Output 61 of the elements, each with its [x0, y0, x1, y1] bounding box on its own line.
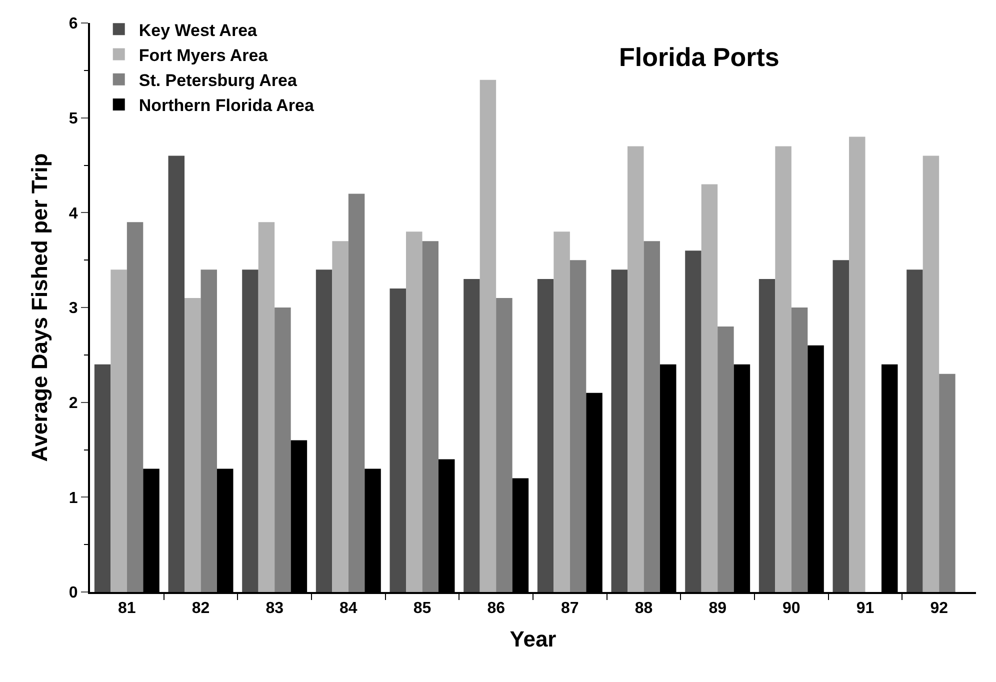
x-tick-label: 83 — [266, 600, 284, 618]
bar — [496, 298, 512, 592]
x-tick-label: 92 — [930, 600, 948, 618]
x-tick-label: 87 — [561, 600, 579, 618]
legend-label: Northern Florida Area — [138, 96, 314, 116]
bar — [200, 270, 217, 592]
bar — [718, 326, 734, 592]
bar — [775, 146, 792, 592]
bar — [554, 232, 570, 592]
bar — [464, 279, 480, 592]
x-tick-label: 91 — [856, 600, 874, 618]
x-tick-label: 84 — [340, 600, 358, 618]
bar — [849, 136, 866, 592]
bar — [644, 241, 660, 592]
bar — [316, 270, 332, 592]
bar — [110, 270, 127, 592]
bar — [332, 241, 348, 592]
bar — [184, 298, 201, 592]
y-tick-label: 3 — [68, 300, 78, 318]
x-tick-label: 90 — [782, 600, 800, 618]
bar — [480, 80, 496, 592]
x-tick-label: 81 — [118, 600, 136, 618]
x-tick-label: 85 — [413, 600, 432, 618]
bar — [168, 156, 185, 592]
bar — [537, 279, 554, 592]
bar — [406, 232, 422, 592]
legend-label: St. Petersburg Area — [138, 71, 298, 90]
bar — [939, 374, 956, 592]
bar — [348, 194, 365, 592]
bar — [791, 308, 808, 592]
x-axis-title: Year — [510, 626, 557, 652]
bar — [685, 250, 702, 592]
x-tick-label: 86 — [487, 600, 506, 618]
bar — [906, 270, 923, 592]
x-tick-label: 88 — [634, 600, 653, 618]
legend-label: Fort Myers Area — [138, 46, 268, 65]
bar — [611, 270, 628, 592]
bar — [94, 364, 111, 592]
y-axis-title: Average Days Fished per Trip — [27, 153, 52, 462]
bar — [628, 146, 644, 592]
bar — [242, 270, 258, 592]
bar — [570, 260, 586, 592]
bar — [758, 279, 776, 592]
bar — [701, 184, 718, 592]
bar — [258, 222, 275, 592]
legend-label: Key West Area — [138, 20, 258, 40]
bar — [126, 222, 144, 592]
x-tick-label: 89 — [708, 600, 727, 618]
bar — [390, 288, 406, 592]
text: Florida Ports — [619, 42, 780, 72]
y-tick-label: 2 — [68, 394, 78, 412]
y-tick-label: 0 — [68, 584, 78, 602]
y-tick-label: 1 — [68, 490, 78, 507]
bar — [832, 260, 850, 592]
bar — [274, 308, 291, 592]
y-tick-label: 4 — [68, 205, 78, 222]
y-tick-label: 5 — [68, 110, 78, 128]
x-tick-label: 82 — [192, 600, 210, 618]
y-tick-label: 6 — [68, 16, 78, 33]
bar — [422, 241, 438, 592]
bar — [922, 156, 940, 592]
